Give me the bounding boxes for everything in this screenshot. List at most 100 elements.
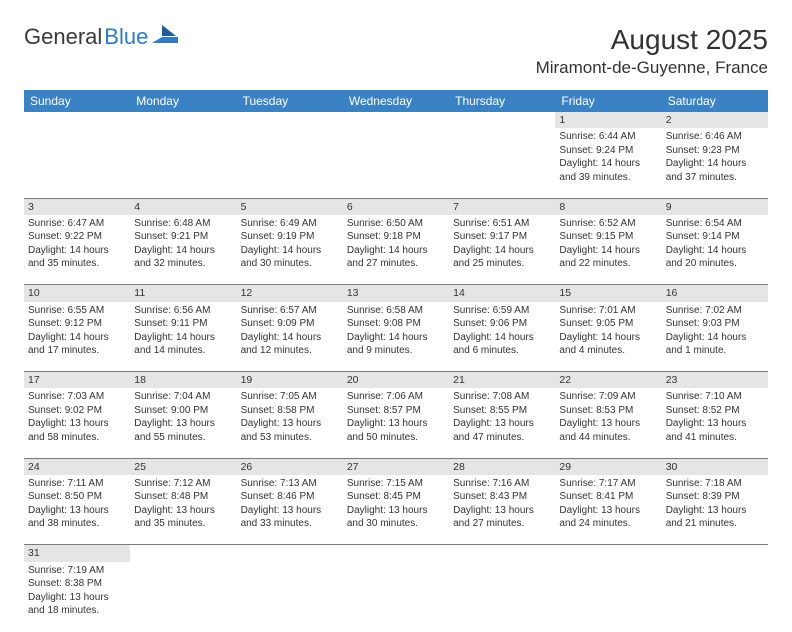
day-number-cell: 10 [24, 285, 130, 302]
day-number-cell: 5 [237, 198, 343, 215]
sunset-text: Sunset: 8:39 PM [666, 490, 764, 504]
logo-sail-icon [152, 25, 178, 43]
day-detail-cell: Sunrise: 7:06 AMSunset: 8:57 PMDaylight:… [343, 388, 449, 458]
sunrise-text: Sunrise: 7:10 AM [666, 390, 764, 404]
daylight-text: and 55 minutes. [134, 431, 232, 445]
day-number-cell: 29 [555, 458, 661, 475]
day-number-cell: 13 [343, 285, 449, 302]
daylight-text: and 39 minutes. [559, 171, 657, 185]
daylight-text: Daylight: 13 hours [666, 504, 764, 518]
daylight-text: and 18 minutes. [28, 604, 126, 618]
day-detail-cell [130, 562, 236, 632]
sunrise-text: Sunrise: 7:08 AM [453, 390, 551, 404]
day-detail-cell: Sunrise: 6:51 AMSunset: 9:17 PMDaylight:… [449, 215, 555, 285]
day-detail-cell: Sunrise: 6:55 AMSunset: 9:12 PMDaylight:… [24, 302, 130, 372]
daylight-text: and 4 minutes. [559, 344, 657, 358]
daylight-text: Daylight: 13 hours [28, 504, 126, 518]
day-number-row: 10111213141516 [24, 285, 768, 302]
day-detail-cell: Sunrise: 7:03 AMSunset: 9:02 PMDaylight:… [24, 388, 130, 458]
sunrise-text: Sunrise: 7:18 AM [666, 477, 764, 491]
daylight-text: Daylight: 14 hours [666, 331, 764, 345]
sunrise-text: Sunrise: 7:16 AM [453, 477, 551, 491]
day-detail-cell: Sunrise: 7:17 AMSunset: 8:41 PMDaylight:… [555, 475, 661, 545]
day-number-cell: 19 [237, 372, 343, 389]
day-detail-row: Sunrise: 6:47 AMSunset: 9:22 PMDaylight:… [24, 215, 768, 285]
sunset-text: Sunset: 8:45 PM [347, 490, 445, 504]
sunrise-text: Sunrise: 7:19 AM [28, 564, 126, 578]
daylight-text: Daylight: 13 hours [453, 417, 551, 431]
day-number-row: 24252627282930 [24, 458, 768, 475]
daylight-text: and 9 minutes. [347, 344, 445, 358]
daylight-text: and 30 minutes. [241, 257, 339, 271]
sunrise-text: Sunrise: 6:49 AM [241, 217, 339, 231]
daylight-text: and 53 minutes. [241, 431, 339, 445]
logo: General Blue [24, 24, 178, 50]
sunrise-text: Sunrise: 6:58 AM [347, 304, 445, 318]
sunset-text: Sunset: 9:03 PM [666, 317, 764, 331]
daylight-text: Daylight: 13 hours [347, 417, 445, 431]
day-number-cell: 11 [130, 285, 236, 302]
day-number-cell [130, 112, 236, 128]
daylight-text: Daylight: 14 hours [347, 331, 445, 345]
daylight-text: and 1 minute. [666, 344, 764, 358]
day-number-cell: 25 [130, 458, 236, 475]
day-detail-cell [662, 562, 768, 632]
day-detail-cell: Sunrise: 7:13 AMSunset: 8:46 PMDaylight:… [237, 475, 343, 545]
sunrise-text: Sunrise: 7:02 AM [666, 304, 764, 318]
day-detail-cell: Sunrise: 6:57 AMSunset: 9:09 PMDaylight:… [237, 302, 343, 372]
sunset-text: Sunset: 9:06 PM [453, 317, 551, 331]
day-number-cell [449, 112, 555, 128]
day-detail-cell: Sunrise: 6:50 AMSunset: 9:18 PMDaylight:… [343, 215, 449, 285]
daylight-text: Daylight: 13 hours [241, 504, 339, 518]
daylight-text: and 38 minutes. [28, 517, 126, 531]
daylight-text: and 25 minutes. [453, 257, 551, 271]
day-header-row: SundayMondayTuesdayWednesdayThursdayFrid… [24, 90, 768, 112]
sunrise-text: Sunrise: 7:12 AM [134, 477, 232, 491]
day-detail-cell: Sunrise: 6:56 AMSunset: 9:11 PMDaylight:… [130, 302, 236, 372]
sunrise-text: Sunrise: 7:04 AM [134, 390, 232, 404]
day-number-cell: 12 [237, 285, 343, 302]
sunrise-text: Sunrise: 6:51 AM [453, 217, 551, 231]
day-number-cell: 16 [662, 285, 768, 302]
day-detail-cell: Sunrise: 6:44 AMSunset: 9:24 PMDaylight:… [555, 128, 661, 198]
logo-text-blue: Blue [104, 24, 148, 50]
sunset-text: Sunset: 8:46 PM [241, 490, 339, 504]
day-detail-cell: Sunrise: 6:47 AMSunset: 9:22 PMDaylight:… [24, 215, 130, 285]
day-number-row: 31 [24, 545, 768, 562]
daylight-text: and 27 minutes. [453, 517, 551, 531]
location-label: Miramont-de-Guyenne, France [536, 58, 768, 78]
day-number-cell: 3 [24, 198, 130, 215]
sunset-text: Sunset: 8:58 PM [241, 404, 339, 418]
daylight-text: Daylight: 14 hours [241, 244, 339, 258]
day-detail-row: Sunrise: 7:11 AMSunset: 8:50 PMDaylight:… [24, 475, 768, 545]
day-detail-cell: Sunrise: 7:18 AMSunset: 8:39 PMDaylight:… [662, 475, 768, 545]
day-number-cell: 4 [130, 198, 236, 215]
day-detail-cell: Sunrise: 6:52 AMSunset: 9:15 PMDaylight:… [555, 215, 661, 285]
sunrise-text: Sunrise: 6:44 AM [559, 130, 657, 144]
day-number-cell: 7 [449, 198, 555, 215]
daylight-text: and 58 minutes. [28, 431, 126, 445]
day-detail-cell: Sunrise: 6:49 AMSunset: 9:19 PMDaylight:… [237, 215, 343, 285]
sunrise-text: Sunrise: 7:05 AM [241, 390, 339, 404]
daylight-text: Daylight: 14 hours [666, 244, 764, 258]
day-number-cell: 27 [343, 458, 449, 475]
day-detail-cell: Sunrise: 6:48 AMSunset: 9:21 PMDaylight:… [130, 215, 236, 285]
sunset-text: Sunset: 9:02 PM [28, 404, 126, 418]
day-number-cell [343, 545, 449, 562]
daylight-text: and 27 minutes. [347, 257, 445, 271]
day-header: Tuesday [237, 90, 343, 112]
sunset-text: Sunset: 8:53 PM [559, 404, 657, 418]
day-number-cell: 6 [343, 198, 449, 215]
sunset-text: Sunset: 9:09 PM [241, 317, 339, 331]
day-detail-cell [237, 128, 343, 198]
day-detail-cell [555, 562, 661, 632]
day-number-cell [555, 545, 661, 562]
daylight-text: and 44 minutes. [559, 431, 657, 445]
sunrise-text: Sunrise: 7:13 AM [241, 477, 339, 491]
day-number-cell [130, 545, 236, 562]
day-number-row: 12 [24, 112, 768, 128]
daylight-text: and 32 minutes. [134, 257, 232, 271]
day-number-row: 17181920212223 [24, 372, 768, 389]
sunrise-text: Sunrise: 6:46 AM [666, 130, 764, 144]
sunset-text: Sunset: 8:48 PM [134, 490, 232, 504]
